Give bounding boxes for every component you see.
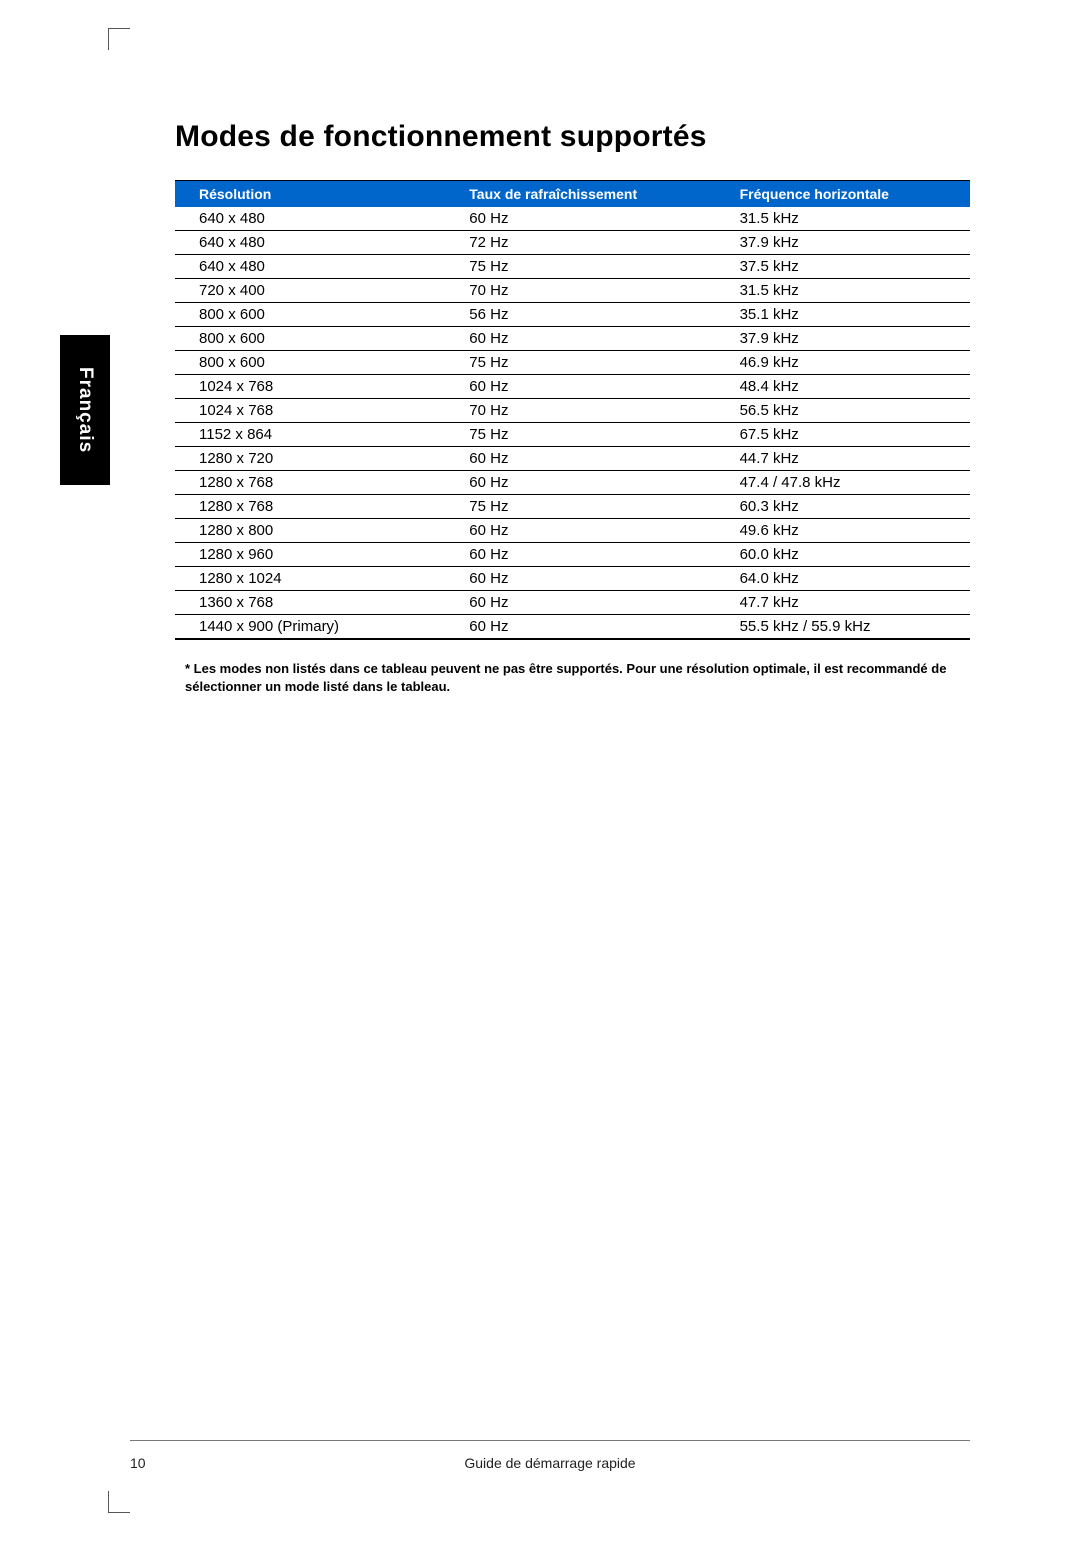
table-row: 1360 x 76860 Hz47.7 kHz (175, 591, 970, 615)
table-cell: 1280 x 768 (175, 471, 445, 495)
table-header-row: Résolution Taux de rafraîchissement Fréq… (175, 181, 970, 208)
table-cell: 75 Hz (445, 423, 715, 447)
language-tab-label: Français (74, 367, 96, 453)
table-row: 640 x 48060 Hz31.5 kHz (175, 207, 970, 231)
table-cell: 47.7 kHz (716, 591, 970, 615)
page: Français Modes de fonctionnement support… (0, 0, 1080, 1541)
table-cell: 60.3 kHz (716, 495, 970, 519)
table-cell: 56 Hz (445, 303, 715, 327)
crop-mark-bottom-icon (108, 1491, 130, 1513)
table-cell: 640 x 480 (175, 231, 445, 255)
table-row: 1440 x 900 (Primary)60 Hz55.5 kHz / 55.9… (175, 615, 970, 640)
table-cell: 67.5 kHz (716, 423, 970, 447)
table-cell: 60 Hz (445, 543, 715, 567)
table-row: 800 x 60060 Hz37.9 kHz (175, 327, 970, 351)
table-cell: 60 Hz (445, 327, 715, 351)
table-cell: 31.5 kHz (716, 279, 970, 303)
table-cell: 60 Hz (445, 615, 715, 640)
table-cell: 75 Hz (445, 495, 715, 519)
table-cell: 60 Hz (445, 447, 715, 471)
table-cell: 60 Hz (445, 519, 715, 543)
table-cell: 44.7 kHz (716, 447, 970, 471)
table-cell: 64.0 kHz (716, 567, 970, 591)
table-row: 1024 x 76870 Hz56.5 kHz (175, 399, 970, 423)
table-row: 640 x 48072 Hz37.9 kHz (175, 231, 970, 255)
table-cell: 56.5 kHz (716, 399, 970, 423)
table-cell: 1152 x 864 (175, 423, 445, 447)
table-row: 800 x 60056 Hz35.1 kHz (175, 303, 970, 327)
table-cell: 60 Hz (445, 207, 715, 231)
table-row: 1280 x 72060 Hz44.7 kHz (175, 447, 970, 471)
table-cell: 640 x 480 (175, 207, 445, 231)
table-cell: 60 Hz (445, 567, 715, 591)
table-cell: 1280 x 800 (175, 519, 445, 543)
table-row: 1280 x 80060 Hz49.6 kHz (175, 519, 970, 543)
col-header-resolution: Résolution (175, 181, 445, 208)
col-header-refresh: Taux de rafraîchissement (445, 181, 715, 208)
table-cell: 75 Hz (445, 351, 715, 375)
table-cell: 75 Hz (445, 255, 715, 279)
table-cell: 37.9 kHz (716, 231, 970, 255)
table-cell: 60 Hz (445, 375, 715, 399)
table-cell: 37.9 kHz (716, 327, 970, 351)
table-cell: 60 Hz (445, 471, 715, 495)
table-row: 720 x 40070 Hz31.5 kHz (175, 279, 970, 303)
table-cell: 720 x 400 (175, 279, 445, 303)
table-cell: 31.5 kHz (716, 207, 970, 231)
table-row: 1152 x 86475 Hz67.5 kHz (175, 423, 970, 447)
table-cell: 1024 x 768 (175, 399, 445, 423)
footnote: * Les modes non listés dans ce tableau p… (175, 660, 970, 695)
col-header-hfreq: Fréquence horizontale (716, 181, 970, 208)
table-row: 800 x 60075 Hz46.9 kHz (175, 351, 970, 375)
table-row: 1280 x 76875 Hz60.3 kHz (175, 495, 970, 519)
table-cell: 35.1 kHz (716, 303, 970, 327)
table-row: 1280 x 76860 Hz47.4 / 47.8 kHz (175, 471, 970, 495)
table-row: 1280 x 102460 Hz64.0 kHz (175, 567, 970, 591)
guide-title: Guide de démarrage rapide (160, 1455, 940, 1471)
language-tab: Français (60, 335, 110, 485)
crop-mark-top-icon (108, 28, 130, 50)
table-cell: 37.5 kHz (716, 255, 970, 279)
table-cell: 47.4 / 47.8 kHz (716, 471, 970, 495)
table-row: 1024 x 76860 Hz48.4 kHz (175, 375, 970, 399)
table-cell: 1280 x 768 (175, 495, 445, 519)
table-cell: 46.9 kHz (716, 351, 970, 375)
table-cell: 1280 x 720 (175, 447, 445, 471)
table-cell: 70 Hz (445, 399, 715, 423)
table-cell: 60.0 kHz (716, 543, 970, 567)
table-cell: 1024 x 768 (175, 375, 445, 399)
page-title: Modes de fonctionnement supportés (175, 120, 970, 154)
table-cell: 800 x 600 (175, 351, 445, 375)
modes-table: Résolution Taux de rafraîchissement Fréq… (175, 180, 970, 640)
table-cell: 1280 x 1024 (175, 567, 445, 591)
table-cell: 48.4 kHz (716, 375, 970, 399)
table-cell: 800 x 600 (175, 303, 445, 327)
table-cell: 72 Hz (445, 231, 715, 255)
table-cell: 60 Hz (445, 591, 715, 615)
table-cell: 1440 x 900 (Primary) (175, 615, 445, 640)
table-cell: 640 x 480 (175, 255, 445, 279)
table-cell: 1280 x 960 (175, 543, 445, 567)
table-row: 640 x 48075 Hz37.5 kHz (175, 255, 970, 279)
table-row: 1280 x 96060 Hz60.0 kHz (175, 543, 970, 567)
table-cell: 49.6 kHz (716, 519, 970, 543)
table-cell: 70 Hz (445, 279, 715, 303)
table-cell: 55.5 kHz / 55.9 kHz (716, 615, 970, 640)
table-cell: 1360 x 768 (175, 591, 445, 615)
table-cell: 800 x 600 (175, 327, 445, 351)
page-footer: 10 Guide de démarrage rapide (130, 1440, 970, 1471)
